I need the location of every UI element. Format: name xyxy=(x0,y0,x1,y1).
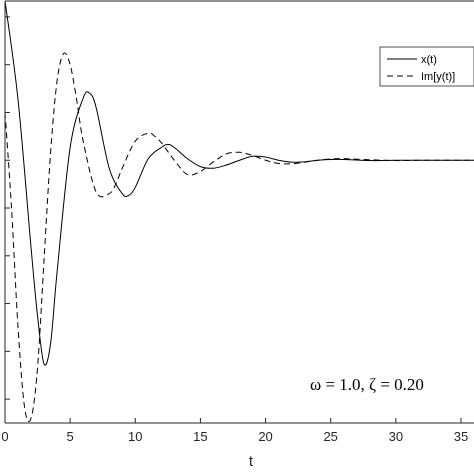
legend-label-imy: Im[y(t)] xyxy=(421,71,455,83)
x-tick-label: 10 xyxy=(128,429,142,444)
parameter-annotation: ω = 1.0, ζ = 0.20 xyxy=(310,375,424,394)
x-tick-labels: 0 5 10 15 20 25 30 35 xyxy=(1,429,468,444)
x-tick-label: 35 xyxy=(454,429,468,444)
legend-label-x: x(t) xyxy=(421,54,437,66)
series-line-imy xyxy=(4,52,474,423)
x-axis-label: t xyxy=(249,453,254,470)
series-layer xyxy=(4,0,474,423)
x-tick-label: 0 xyxy=(1,429,8,444)
legend-box xyxy=(379,46,474,87)
x-tick-label: 25 xyxy=(323,429,337,444)
x-tick-label: 20 xyxy=(258,429,272,444)
x-tick-label: 5 xyxy=(67,429,74,444)
legend: x(t) Im[y(t)] xyxy=(379,46,474,87)
axis-ticks xyxy=(4,16,462,423)
x-tick-label: 15 xyxy=(193,429,207,444)
x-tick-label: 30 xyxy=(389,429,403,444)
